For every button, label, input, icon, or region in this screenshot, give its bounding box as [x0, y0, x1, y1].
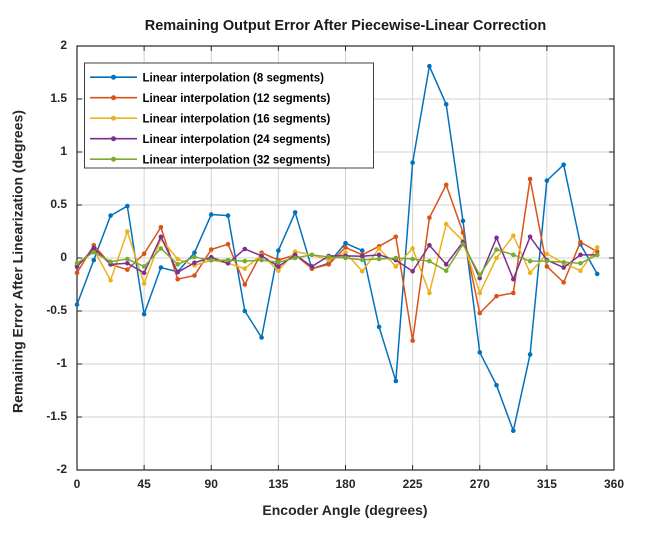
- svg-text:-1: -1: [56, 356, 67, 370]
- svg-text:Remaining Output Error After P: Remaining Output Error After Piecewise-L…: [145, 18, 547, 34]
- svg-text:0: 0: [74, 477, 81, 491]
- svg-text:135: 135: [268, 477, 288, 491]
- svg-text:1.5: 1.5: [50, 91, 67, 105]
- svg-text:270: 270: [470, 477, 490, 491]
- svg-text:45: 45: [137, 477, 151, 491]
- svg-text:Remaining Error After Lineariz: Remaining Error After Linearization (deg…: [10, 110, 26, 413]
- svg-text:1: 1: [60, 144, 67, 158]
- svg-text:315: 315: [537, 477, 557, 491]
- svg-text:0.5: 0.5: [50, 197, 67, 211]
- svg-text:360: 360: [604, 477, 624, 491]
- svg-text:0: 0: [60, 250, 67, 264]
- svg-text:Linear interpolation (12 segme: Linear interpolation (12 segments): [143, 93, 331, 105]
- svg-text:-1.5: -1.5: [46, 409, 67, 423]
- svg-text:-0.5: -0.5: [46, 303, 67, 317]
- svg-text:90: 90: [205, 477, 219, 491]
- svg-text:180: 180: [335, 477, 355, 491]
- svg-text:Encoder Angle (degrees): Encoder Angle (degrees): [262, 502, 427, 518]
- svg-text:-2: -2: [56, 462, 67, 476]
- svg-text:Linear interpolation (24 segme: Linear interpolation (24 segments): [143, 134, 331, 146]
- svg-text:Linear interpolation (32 segme: Linear interpolation (32 segments): [143, 154, 331, 166]
- svg-text:225: 225: [403, 477, 423, 491]
- svg-text:Linear interpolation (16 segme: Linear interpolation (16 segments): [143, 113, 331, 125]
- svg-text:2: 2: [60, 38, 67, 52]
- svg-text:Linear interpolation (8 segmen: Linear interpolation (8 segments): [143, 72, 325, 84]
